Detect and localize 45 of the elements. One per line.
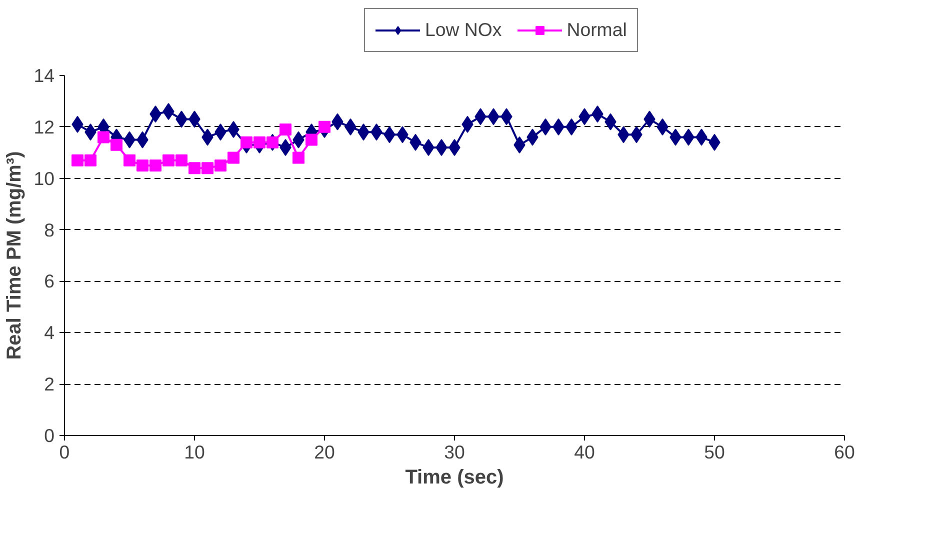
point — [110, 138, 122, 151]
y-tick-label: 14 — [34, 65, 55, 86]
point — [162, 154, 174, 166]
point — [280, 139, 292, 156]
y-tick-label: 6 — [44, 270, 55, 292]
y-axis-title: Real Time PM (mg/m³) — [4, 151, 26, 360]
y-tick-label: 12 — [34, 116, 55, 138]
x-tick-label: 0 — [59, 442, 70, 462]
point — [124, 154, 136, 166]
y-tick-label: 2 — [44, 374, 55, 395]
y-tick-label: 4 — [44, 322, 55, 344]
point — [318, 120, 330, 133]
point — [306, 134, 318, 146]
point — [436, 139, 448, 156]
x-tick-label: 50 — [704, 442, 725, 462]
point — [228, 152, 240, 164]
point — [136, 160, 148, 172]
point — [72, 154, 84, 166]
point — [228, 121, 240, 138]
legend-label: Normal — [566, 19, 627, 41]
point — [150, 160, 162, 172]
y-tick-label: 8 — [44, 219, 55, 240]
point — [84, 154, 96, 166]
y-tick-label: 0 — [44, 425, 55, 446]
point — [176, 154, 188, 166]
point — [162, 103, 174, 120]
point — [188, 162, 200, 174]
point — [422, 139, 434, 156]
point — [240, 136, 252, 148]
y-tick-label: 10 — [34, 168, 55, 189]
point — [254, 136, 266, 148]
point — [448, 139, 460, 156]
point — [266, 136, 278, 148]
x-axis-title: Time (sec) — [405, 466, 504, 488]
point — [202, 162, 214, 174]
point — [98, 131, 110, 144]
point — [292, 152, 304, 164]
x-tick-label: 40 — [574, 442, 595, 462]
x-tick-label: 60 — [834, 442, 855, 462]
point — [214, 160, 226, 172]
x-tick-label: 10 — [184, 442, 205, 462]
legend-label: Low NOx — [425, 19, 502, 41]
point — [280, 124, 292, 136]
x-tick-label: 20 — [314, 442, 335, 462]
x-tick-label: 30 — [444, 442, 465, 462]
